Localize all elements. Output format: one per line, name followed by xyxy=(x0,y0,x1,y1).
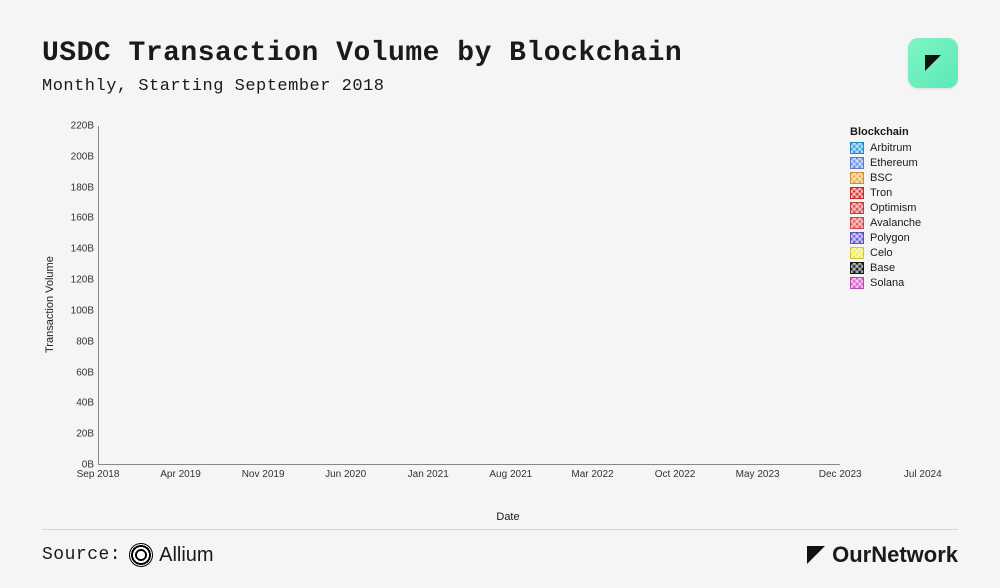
y-tick: 40B xyxy=(76,398,94,409)
legend-swatch xyxy=(850,157,864,169)
y-tick: 20B xyxy=(76,429,94,440)
legend-item: Tron xyxy=(850,187,958,199)
y-tick: 120B xyxy=(71,275,94,286)
brand-footer: OurNetwork xyxy=(804,542,958,568)
x-tick: Mar 2022 xyxy=(571,469,613,480)
x-axis: Sep 2018Apr 2019Nov 2019Jun 2020Jan 2021… xyxy=(98,465,958,495)
legend-item: Solana xyxy=(850,277,958,289)
brand-name: OurNetwork xyxy=(832,542,958,568)
x-tick: Aug 2021 xyxy=(489,469,532,480)
legend-label: Avalanche xyxy=(870,217,921,229)
y-tick: 60B xyxy=(76,367,94,378)
y-tick: 200B xyxy=(71,151,94,162)
legend-swatch xyxy=(850,202,864,214)
y-tick: 140B xyxy=(71,244,94,255)
legend-item: BSC xyxy=(850,172,958,184)
y-tick: 160B xyxy=(71,213,94,224)
legend-swatch xyxy=(850,142,864,154)
x-tick: Jul 2024 xyxy=(904,469,942,480)
x-tick: Apr 2019 xyxy=(160,469,201,480)
y-tick: 100B xyxy=(71,305,94,316)
y-tick: 180B xyxy=(71,182,94,193)
legend-item: Optimism xyxy=(850,202,958,214)
legend-label: Arbitrum xyxy=(870,142,912,154)
y-axis-label: Transaction Volume xyxy=(42,86,58,523)
x-tick: Dec 2023 xyxy=(819,469,862,480)
x-tick: Jan 2021 xyxy=(408,469,449,480)
x-tick: Nov 2019 xyxy=(242,469,285,480)
legend-item: Celo xyxy=(850,247,958,259)
legend-swatch xyxy=(850,262,864,274)
legend-swatch xyxy=(850,232,864,244)
legend-item: Avalanche xyxy=(850,217,958,229)
legend-swatch xyxy=(850,172,864,184)
y-tick: 80B xyxy=(76,336,94,347)
page-subtitle: Monthly, Starting September 2018 xyxy=(42,77,682,96)
legend-label: Celo xyxy=(870,247,893,259)
chart-bars xyxy=(98,126,840,465)
source: Source: Allium xyxy=(42,543,214,567)
x-tick: Sep 2018 xyxy=(77,469,120,480)
legend-swatch xyxy=(850,187,864,199)
legend-item: Ethereum xyxy=(850,157,958,169)
legend-label: Polygon xyxy=(870,232,910,244)
legend-title: Blockchain xyxy=(850,126,958,138)
legend-swatch xyxy=(850,277,864,289)
source-name: Allium xyxy=(159,544,213,567)
legend-item: Base xyxy=(850,262,958,274)
allium-logo-icon xyxy=(129,543,153,567)
legend-label: Base xyxy=(870,262,895,274)
legend-item: Polygon xyxy=(850,232,958,244)
y-axis: 0B20B40B60B80B100B120B140B160B180B200B22… xyxy=(58,126,98,465)
x-axis-label: Date xyxy=(58,511,958,523)
ournetwork-arrow-icon xyxy=(804,543,828,567)
badge-arrow-icon xyxy=(921,51,945,75)
legend-label: Solana xyxy=(870,277,904,289)
x-tick: Oct 2022 xyxy=(655,469,696,480)
x-tick: Jun 2020 xyxy=(325,469,366,480)
legend-label: BSC xyxy=(870,172,893,184)
source-label: Source: xyxy=(42,545,121,565)
x-tick: May 2023 xyxy=(736,469,780,480)
legend: Blockchain Arbitrum Ethereum BSC Tron Optimi… xyxy=(840,126,958,465)
legend-swatch xyxy=(850,247,864,259)
legend-label: Optimism xyxy=(870,202,916,214)
legend-swatch xyxy=(850,217,864,229)
legend-item: Arbitrum xyxy=(850,142,958,154)
legend-label: Tron xyxy=(870,187,892,199)
brand-badge xyxy=(908,38,958,88)
page-title: USDC Transaction Volume by Blockchain xyxy=(42,38,682,69)
y-tick: 220B xyxy=(71,121,94,132)
legend-label: Ethereum xyxy=(870,157,918,169)
